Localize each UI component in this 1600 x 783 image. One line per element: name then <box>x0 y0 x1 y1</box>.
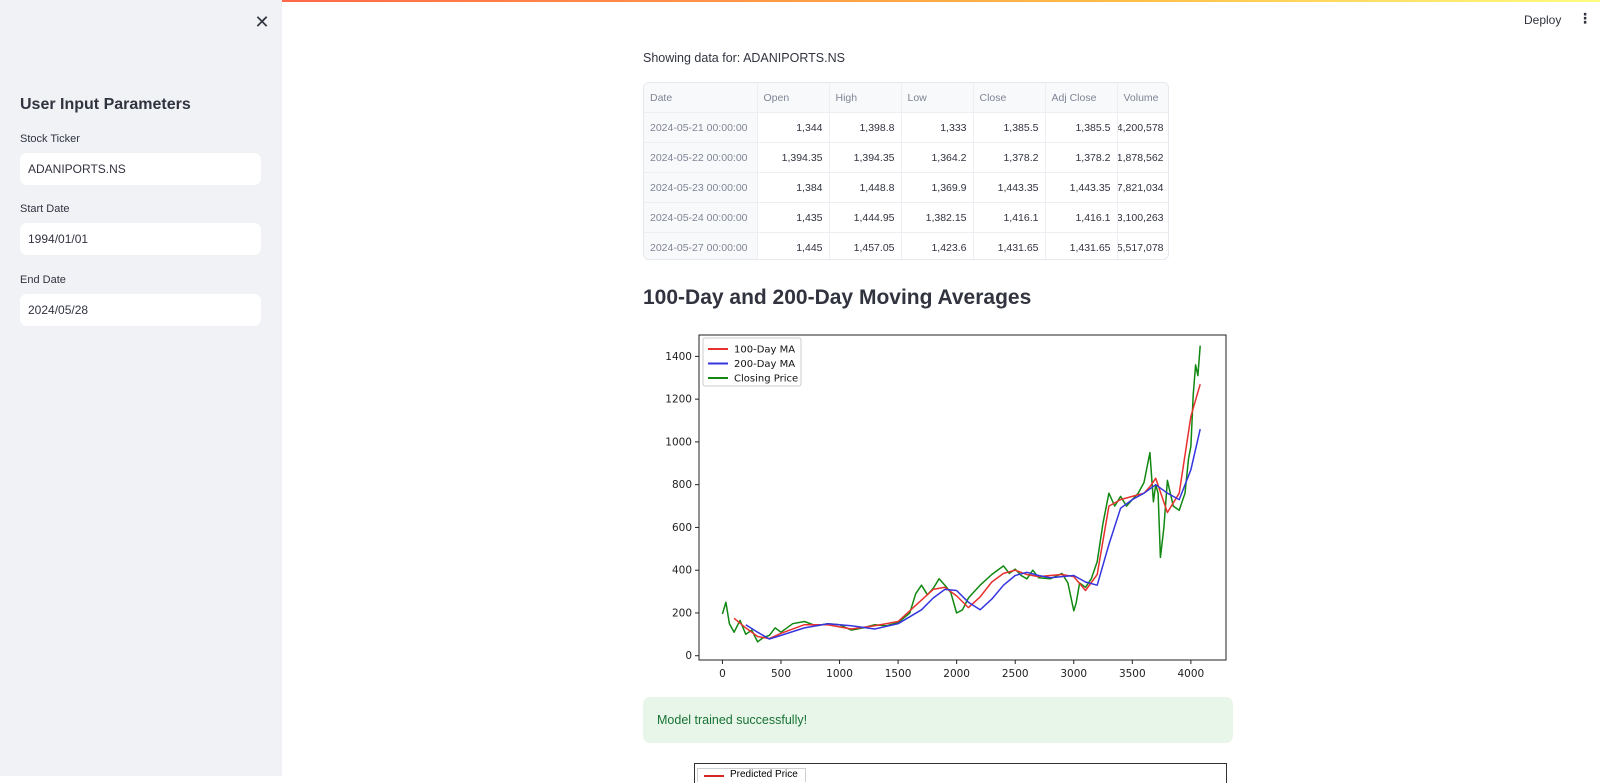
legend-label: 100-Day MA <box>734 345 795 356</box>
table-cell[interactable]: 2024-05-23 00:00:00 <box>644 172 758 203</box>
predicted-chart-legend: Predicted Price <box>697 768 806 782</box>
end-date-input[interactable] <box>20 294 261 326</box>
table-cell[interactable]: 1,443.35 <box>1045 172 1118 203</box>
table-cell[interactable]: 2024-05-21 00:00:00 <box>644 112 758 143</box>
end-date-label: End Date <box>20 274 66 286</box>
y-tick-label: 600 <box>672 522 692 534</box>
x-tick-label: 500 <box>771 668 791 680</box>
y-tick-label: 1000 <box>665 436 692 448</box>
moving-averages-heading: 100-Day and 200-Day Moving Averages <box>643 286 1032 309</box>
x-tick-label: 4000 <box>1177 668 1204 680</box>
sidebar: ✕ User Input Parameters Stock Ticker Sta… <box>0 0 282 776</box>
stock-ticker-input[interactable] <box>20 153 261 185</box>
table-cell[interactable]: 1,443.35 <box>973 172 1046 203</box>
start-date-label: Start Date <box>20 203 70 215</box>
moving-averages-chart: 0 500 1000 1500 2000 2500 3000 3500 4000 0 200 400 6… <box>665 334 1227 680</box>
legend-label: 200-Day MA <box>734 359 795 370</box>
table-cell[interactable]: 1,394.35 <box>829 142 902 173</box>
y-tick-label: 1200 <box>665 394 692 406</box>
table-row: 2024-05-24 00:00:00 1,435 1,444.95 1,382… <box>644 202 1168 233</box>
table-cell[interactable]: 1,444.95 <box>829 202 902 233</box>
table-cell[interactable]: 1,435 <box>757 202 830 233</box>
x-tick-label: 1000 <box>826 668 853 680</box>
x-tick-label: 1500 <box>885 668 912 680</box>
column-header-adj-close[interactable]: Adj Close <box>1045 83 1118 113</box>
column-header-date[interactable]: Date <box>644 83 758 113</box>
table-cell[interactable]: 1,344 <box>757 112 830 143</box>
table-cell[interactable]: 1,333 <box>901 112 974 143</box>
close-icon[interactable]: ✕ <box>254 12 270 32</box>
y-tick-label: 800 <box>672 479 692 491</box>
x-tick-label: 2000 <box>943 668 970 680</box>
table-cell[interactable]: 3,100,263 <box>1117 202 1168 233</box>
table-row: 2024-05-21 00:00:00 1,344 1,398.8 1,333 … <box>644 112 1168 143</box>
legend-swatch-predicted <box>704 775 724 777</box>
table-row: 2024-05-27 00:00:00 1,445 1,457.05 1,423… <box>644 232 1168 259</box>
x-tick-label: 2500 <box>1002 668 1029 680</box>
table-cell[interactable]: 1,423.6 <box>901 232 974 259</box>
y-tick-label: 200 <box>672 607 692 619</box>
table-cell[interactable]: 1,384 <box>757 172 830 203</box>
column-header-volume[interactable]: Volume <box>1117 83 1168 113</box>
stock-ticker-label: Stock Ticker <box>20 133 80 145</box>
y-tick-label: 1400 <box>665 351 692 363</box>
table-cell[interactable]: 1,369.9 <box>901 172 974 203</box>
table-cell[interactable]: 1,878,562 <box>1117 142 1168 173</box>
table-cell[interactable]: 7,821,034 <box>1117 172 1168 203</box>
table-row: 2024-05-23 00:00:00 1,384 1,448.8 1,369.… <box>644 172 1168 203</box>
start-date-input[interactable] <box>20 223 261 255</box>
x-tick-label: 3000 <box>1060 668 1087 680</box>
y-tick-label: 0 <box>685 650 692 662</box>
table-cell[interactable]: 1,398.8 <box>829 112 902 143</box>
table-cell[interactable]: 2024-05-24 00:00:00 <box>644 202 758 233</box>
legend-label-predicted: Predicted Price <box>730 769 798 780</box>
table-cell[interactable]: 1,385.5 <box>973 112 1046 143</box>
predicted-price-chart <box>694 763 1227 783</box>
x-tick-label: 3500 <box>1119 668 1146 680</box>
deploy-button[interactable]: Deploy <box>1524 13 1562 27</box>
table-cell[interactable]: 1,378.2 <box>1045 142 1118 173</box>
table-cell[interactable]: 4,200,578 <box>1117 112 1168 143</box>
table-cell[interactable]: 1,378.2 <box>973 142 1046 173</box>
stock-data-table[interactable]: Date Open High Low Close Adj Close Volum… <box>643 82 1169 260</box>
legend-label: Closing Price <box>734 374 798 385</box>
plot-frame <box>698 334 1227 661</box>
table-row: 2024-05-22 00:00:00 1,394.35 1,394.35 1,… <box>644 142 1168 173</box>
column-header-close[interactable]: Close <box>973 83 1046 113</box>
column-header-open[interactable]: Open <box>757 83 830 113</box>
table-cell[interactable]: 1,385.5 <box>1045 112 1118 143</box>
main-menu-icon[interactable]: ⋮ <box>1578 10 1592 26</box>
table-cell[interactable]: 1,445 <box>757 232 830 259</box>
table-cell[interactable]: 1,431.65 <box>973 232 1046 259</box>
column-header-high[interactable]: High <box>829 83 902 113</box>
column-header-low[interactable]: Low <box>901 83 974 113</box>
table-cell[interactable]: 1,394.35 <box>757 142 830 173</box>
table-cell[interactable]: 5,517,078 <box>1117 232 1168 259</box>
y-tick-label: 400 <box>672 565 692 577</box>
showing-data-caption: Showing data for: ADANIPORTS.NS <box>643 51 845 65</box>
sidebar-title: User Input Parameters <box>20 96 191 113</box>
table-cell[interactable]: 1,431.65 <box>1045 232 1118 259</box>
table-cell[interactable]: 1,416.1 <box>973 202 1046 233</box>
success-alert: Model trained successfully! <box>643 697 1233 743</box>
table-cell[interactable]: 2024-05-27 00:00:00 <box>644 232 758 259</box>
table-cell[interactable]: 1,457.05 <box>829 232 902 259</box>
table-cell[interactable]: 1,416.1 <box>1045 202 1118 233</box>
table-cell[interactable]: 2024-05-22 00:00:00 <box>644 142 758 173</box>
x-tick-label: 0 <box>719 668 726 680</box>
table-cell[interactable]: 1,382.15 <box>901 202 974 233</box>
table-cell[interactable]: 1,364.2 <box>901 142 974 173</box>
table-cell[interactable]: 1,448.8 <box>829 172 902 203</box>
table-header-row: Date Open High Low Close Adj Close Volum… <box>644 83 1168 113</box>
top-decoration-stripe <box>0 0 1600 2</box>
series-line-200-day-ma <box>745 428 1201 640</box>
